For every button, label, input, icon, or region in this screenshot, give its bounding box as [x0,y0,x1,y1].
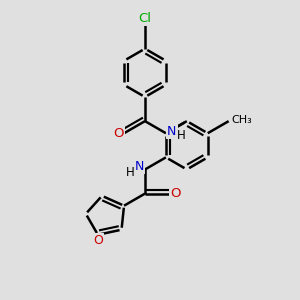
Text: O: O [113,127,124,140]
Text: N: N [134,160,144,172]
Text: CH₃: CH₃ [231,115,252,125]
Text: O: O [93,234,103,247]
Text: O: O [170,187,180,200]
Text: Cl: Cl [139,12,152,25]
Text: H: H [126,166,135,179]
Text: N: N [167,125,177,138]
Text: H: H [177,129,186,142]
